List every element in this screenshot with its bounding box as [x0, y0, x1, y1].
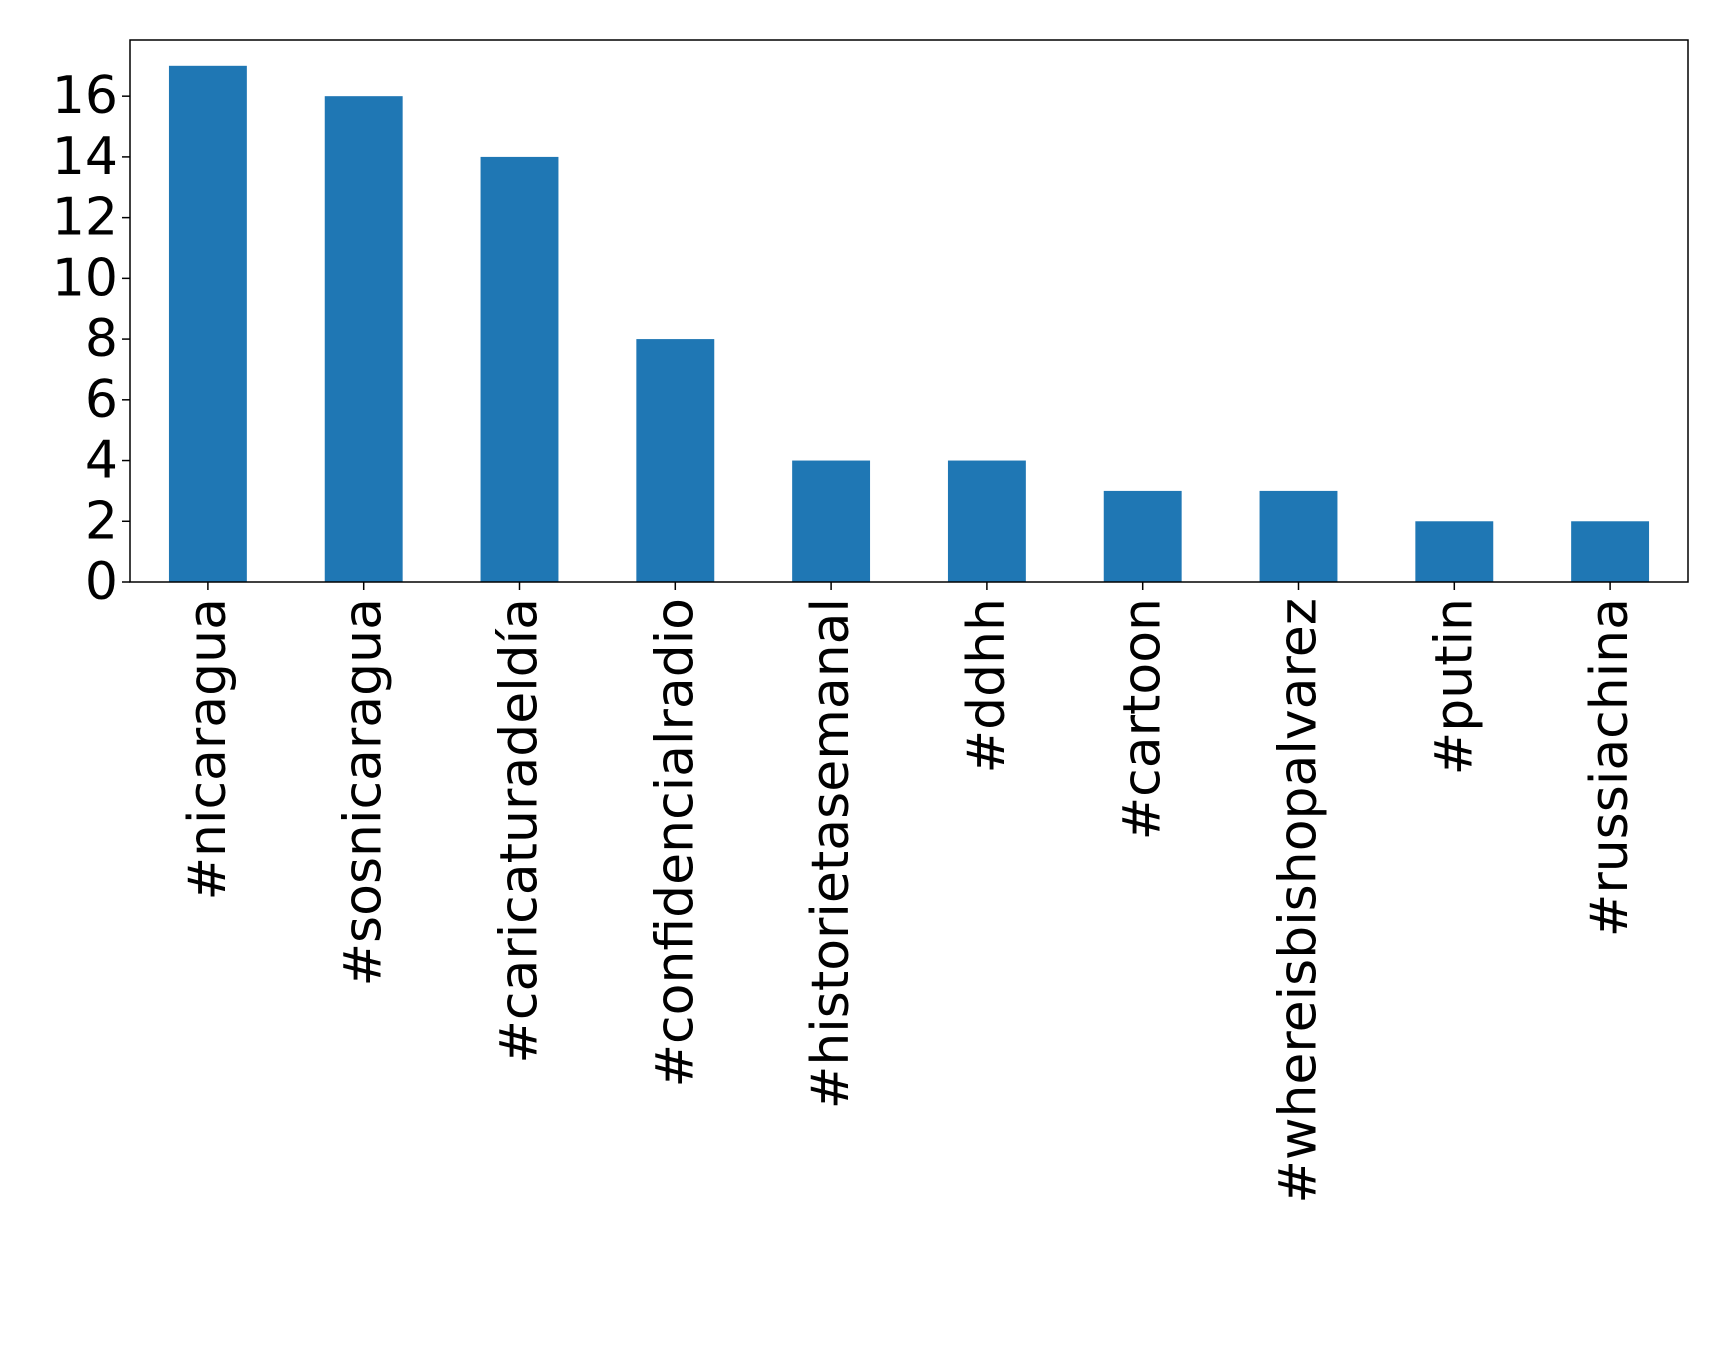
y-tick-label: 10 [52, 248, 118, 308]
x-tick-label: #caricaturadeldía [490, 598, 550, 1064]
bar [1415, 521, 1494, 582]
y-tick-label: 0 [85, 552, 118, 612]
bar [792, 460, 871, 582]
y-tick-label: 16 [52, 66, 118, 126]
x-tick-label: #cartoon [1113, 598, 1173, 840]
plot-frame [129, 39, 1689, 583]
y-tick-label: 4 [85, 431, 118, 491]
bar [1571, 521, 1650, 582]
bars-group [168, 65, 1650, 583]
bar [636, 339, 715, 582]
bar [324, 96, 403, 582]
bar [947, 460, 1026, 582]
x-axis: #nicaragua #sosnicaragua #caricaturadeldía… [178, 582, 1640, 1204]
y-tick-label: 8 [85, 309, 118, 369]
x-tick-label: #nicaragua [178, 598, 238, 901]
bar [1103, 490, 1182, 582]
y-tick-label: 12 [52, 188, 118, 248]
bar [480, 156, 559, 582]
x-tick-label: #ddhh [957, 598, 1017, 774]
bar [1259, 490, 1338, 582]
x-tick-label: #historietasemanal [801, 598, 861, 1109]
y-tick-label: 2 [85, 491, 118, 551]
x-tick-label: #sosnicaragua [334, 598, 394, 987]
y-tick-label: 14 [52, 127, 118, 187]
y-tick-label: 6 [85, 370, 118, 430]
x-tick-label: #russiachina [1580, 598, 1640, 937]
x-tick-label: #whereisbishopalvarez [1269, 598, 1329, 1204]
x-tick-label: #putin [1424, 598, 1484, 775]
x-tick-label: #confidencialradio [645, 598, 705, 1088]
bar [168, 65, 247, 583]
